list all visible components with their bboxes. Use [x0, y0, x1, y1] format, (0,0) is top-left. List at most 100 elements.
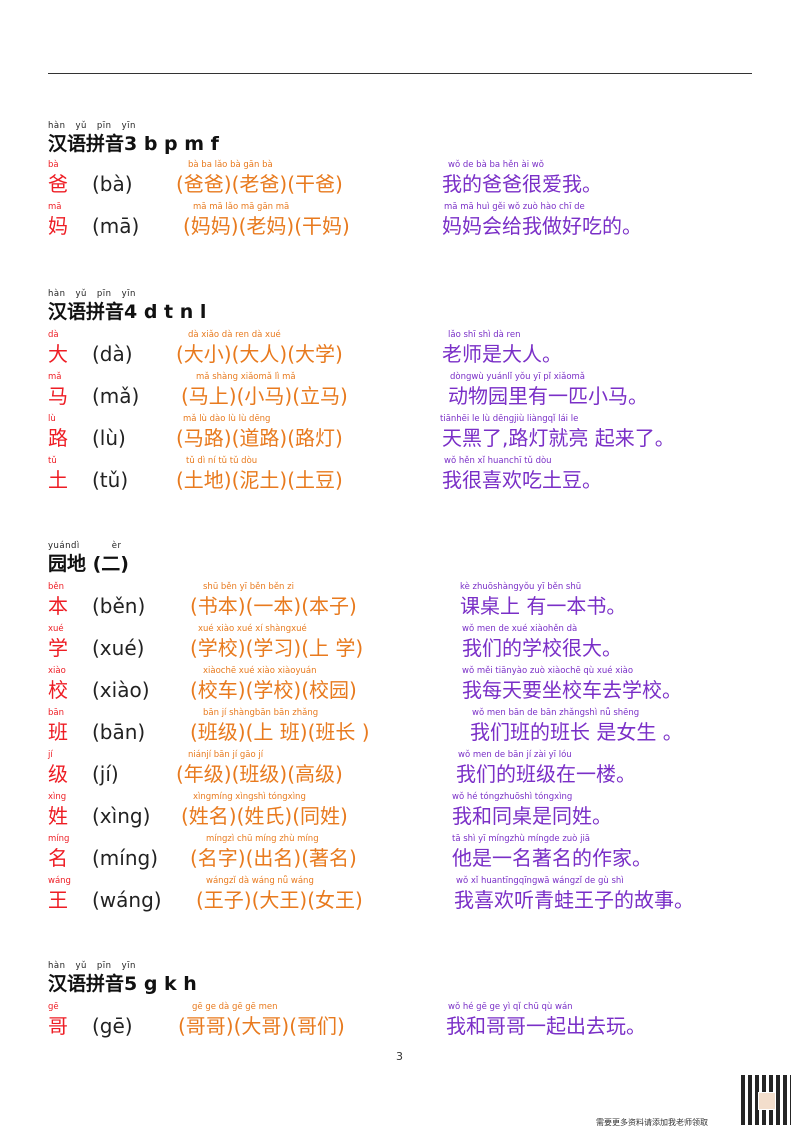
reading: (wáng)	[92, 888, 162, 912]
character-row: gē 哥 (gē) gē ge dà gē gē men (哥哥)(大哥)(哥们…	[48, 1002, 768, 1044]
words: (学校)(学习)(上 学)	[190, 636, 364, 660]
character: 王	[48, 888, 68, 912]
character-row: xué 学 (xué) xué xiào xué xí shàngxué (学校…	[48, 624, 768, 666]
char-pinyin: wáng	[48, 876, 71, 886]
sentence: 我们的班级在一楼。	[456, 762, 636, 786]
sentence-pinyin: wǒ men de xué xiàohěn dà	[462, 624, 578, 634]
words: (妈妈)(老妈)(干妈)	[183, 214, 350, 238]
section-pinyin-3: hàn yǔ pīn yīn 汉语拼音3 b p m f bà 爸 (bà) bà b…	[48, 121, 768, 244]
character: 级	[48, 762, 68, 786]
section-title: 园地 (二)	[48, 553, 129, 575]
character-row: tǔ 土 (tǔ) tǔ dì ní tǔ tǔ dòu (土地)(泥土)(土豆…	[48, 456, 768, 498]
qr-code	[741, 1075, 791, 1125]
char-pinyin: míng	[48, 834, 70, 844]
character: 学	[48, 636, 68, 660]
char-pinyin: xué	[48, 624, 64, 634]
section-pinyin-5: hàn yǔ pīn yīn 汉语拼音5 g k h gē 哥 (gē) gē ge …	[48, 961, 768, 1044]
section-title: 汉语拼音3 b p m f	[48, 133, 219, 155]
section-title-pinyin: yuándì èr	[48, 541, 768, 552]
title-pinyin-syllable: hàn	[48, 121, 66, 131]
sentence: 课桌上 有一本书。	[460, 594, 627, 618]
character: 路	[48, 426, 68, 450]
character-row: míng 名 (míng) míngzì chū míng zhù míng (…	[48, 834, 768, 876]
page-number: 3	[396, 1050, 403, 1063]
character-row: mǎ 马 (mǎ) mǎ shàng xiǎomǎ lì mǎ (马上)(小马)…	[48, 372, 768, 414]
title-pinyin-syllable: pīn	[96, 961, 112, 971]
words-pinyin: mā mā lǎo mā gān mā	[193, 202, 290, 212]
character: 班	[48, 720, 68, 744]
words: (土地)(泥土)(土豆)	[176, 468, 343, 492]
sentence-pinyin: wǒ měi tiānyào zuò xiàochē qù xué xiào	[462, 666, 634, 676]
section-title: 汉语拼音4 d t n l	[48, 301, 207, 323]
sentence: 我们的学校很大。	[462, 636, 622, 660]
reading: (xiào)	[92, 678, 150, 702]
character-row: bà 爸 (bà) bà ba lǎo bà gān bà (爸爸)(老爸)(干…	[48, 160, 768, 202]
character: 本	[48, 594, 68, 618]
words-pinyin: shū běn yī běn běn zi	[203, 582, 294, 592]
section-title-pinyin: hàn yǔ pīn yīn	[48, 961, 768, 972]
words-pinyin: dà xiǎo dà ren dà xué	[188, 330, 281, 340]
reading: (dà)	[92, 342, 133, 366]
words-pinyin: mǎ shàng xiǎomǎ lì mǎ	[196, 372, 296, 382]
character: 爸	[48, 172, 68, 196]
words-pinyin: mǎ lù dào lù lù dēng	[183, 414, 271, 424]
words: (姓名)(姓氏)(同姓)	[181, 804, 348, 828]
character-row: jí 级 (jí) niánjí bān jí gāo jí (年级)(班级)(…	[48, 750, 768, 792]
character-row: běn 本 (běn) shū běn yī běn běn zi (书本)(一…	[48, 582, 768, 624]
sentence: 老师是大人。	[442, 342, 562, 366]
sentence-pinyin: wǒ hěn xǐ huanchī tǔ dòu	[444, 456, 552, 466]
character: 土	[48, 468, 68, 492]
words-pinyin: míngzì chū míng zhù míng	[206, 834, 319, 844]
character-row: lù 路 (lù) mǎ lù dào lù lù dēng (马路)(道路)(…	[48, 414, 768, 456]
sentence: 我每天要坐校车去学校。	[462, 678, 682, 702]
character: 妈	[48, 214, 68, 238]
reading: (mǎ)	[92, 384, 140, 408]
words: (校车)(学校)(校园)	[190, 678, 357, 702]
words-pinyin: xìngmíng xìngshì tóngxìng	[193, 792, 306, 802]
title-pinyin-syllable: yīn	[121, 289, 136, 299]
words-pinyin: xué xiào xué xí shàngxué	[198, 624, 307, 634]
sentence: 我和哥哥一起出去玩。	[446, 1014, 646, 1038]
qr-avatar	[758, 1092, 776, 1110]
sentence-pinyin: tiānhēi le lù dēngjiù liàngqǐ lái le	[440, 414, 579, 424]
character: 哥	[48, 1014, 68, 1038]
words-pinyin: bān jí shàngbān bān zhǎng	[203, 708, 319, 718]
char-pinyin: dà	[48, 330, 59, 340]
words: (大小)(大人)(大学)	[176, 342, 343, 366]
character: 姓	[48, 804, 68, 828]
char-pinyin: jí	[48, 750, 53, 760]
section-title: 汉语拼音5 g k h	[48, 973, 197, 995]
sentence-pinyin: wǒ hé gē ge yì qǐ chū qù wán	[448, 1002, 573, 1012]
words: (马路)(道路)(路灯)	[176, 426, 343, 450]
top-rule	[48, 73, 752, 74]
section-yuandi-2: yuándì èr 园地 (二) běn 本 (běn) shū běn yī b…	[48, 541, 768, 918]
title-pinyin-syllable: yīn	[121, 121, 136, 131]
char-pinyin: xiào	[48, 666, 66, 676]
reading: (jí)	[92, 762, 119, 786]
reading: (gē)	[92, 1014, 133, 1038]
words-pinyin: niánjí bān jí gāo jí	[188, 750, 264, 760]
sentence-pinyin: lǎo shī shì dà ren	[448, 330, 521, 340]
sentence: 动物园里有一匹小马。	[448, 384, 648, 408]
char-pinyin: bà	[48, 160, 59, 170]
words-pinyin: wángzǐ dà wáng nǚ wáng	[206, 876, 314, 886]
reading: (tǔ)	[92, 468, 129, 492]
title-pinyin-syllable: pīn	[96, 289, 112, 299]
character-row: xìng 姓 (xìng) xìngmíng xìngshì tóngxìng …	[48, 792, 768, 834]
title-pinyin-syllable: hàn	[48, 961, 66, 971]
sentence-pinyin: kè zhuōshàngyǒu yī běn shū	[460, 582, 582, 592]
reading: (bà)	[92, 172, 133, 196]
sentence-pinyin: mā mā huì gěi wǒ zuò hào chī de	[444, 202, 585, 212]
reading: (mā)	[92, 214, 140, 238]
section-pinyin-4: hàn yǔ pīn yīn 汉语拼音4 d t n l dà 大 (dà) dà x…	[48, 289, 768, 498]
char-pinyin: tǔ	[48, 456, 57, 466]
sentence: 我很喜欢吃土豆。	[442, 468, 602, 492]
reading: (míng)	[92, 846, 159, 870]
title-pinyin-syllable: èr	[111, 541, 122, 551]
sentence-pinyin: wǒ xǐ huantīngqīngwā wángzǐ de gù shì	[456, 876, 624, 886]
title-pinyin-syllable: hàn	[48, 289, 66, 299]
sentence: 我和同桌是同姓。	[452, 804, 612, 828]
title-pinyin-syllable: yǔ	[75, 961, 87, 971]
sentence: 天黑了,路灯就亮 起来了。	[442, 426, 675, 450]
words: (王子)(大王)(女王)	[196, 888, 363, 912]
